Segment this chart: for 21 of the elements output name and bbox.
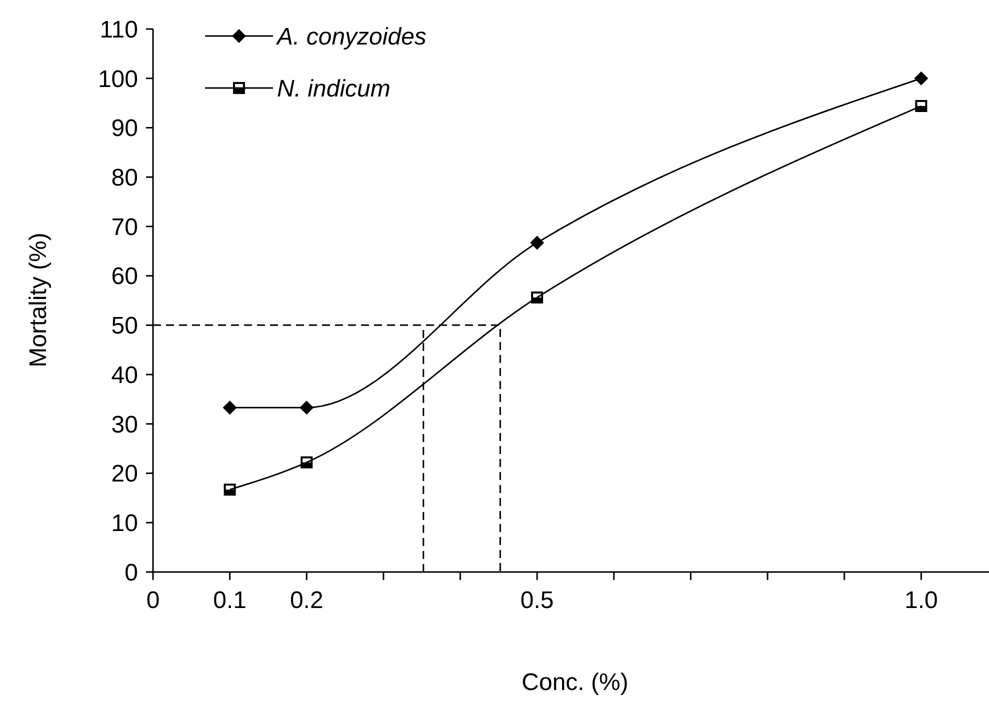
y-tick-label: 80	[111, 164, 138, 192]
y-tick-label: 10	[111, 510, 138, 538]
y-tick-label: 20	[111, 460, 138, 488]
y-tick-label: 0	[124, 559, 138, 586]
y-axis-title: Mortality (%)	[25, 232, 52, 368]
y-tick-label: 110	[100, 16, 138, 44]
x-tick-label: 0.2	[290, 587, 324, 614]
x-tick-label: 0	[146, 587, 160, 614]
x-tick-label: 1.0	[904, 587, 938, 614]
y-tick-label: 70	[111, 214, 138, 241]
y-tick-label: 90	[111, 115, 138, 142]
y-tick-label: 60	[111, 263, 138, 290]
legend-label: A. conyzoides	[275, 23, 426, 50]
legend-label: N. indicum	[277, 75, 390, 102]
y-tick-label: 40	[111, 362, 138, 389]
x-tick-label: 0.5	[520, 587, 554, 614]
y-tick-label: 50	[111, 312, 138, 340]
x-axis-title: Conc. (%)	[522, 669, 628, 696]
x-tick-label: 0.1	[213, 587, 247, 614]
y-tick-label: 30	[111, 411, 138, 438]
y-tick-label: 100	[98, 66, 138, 93]
